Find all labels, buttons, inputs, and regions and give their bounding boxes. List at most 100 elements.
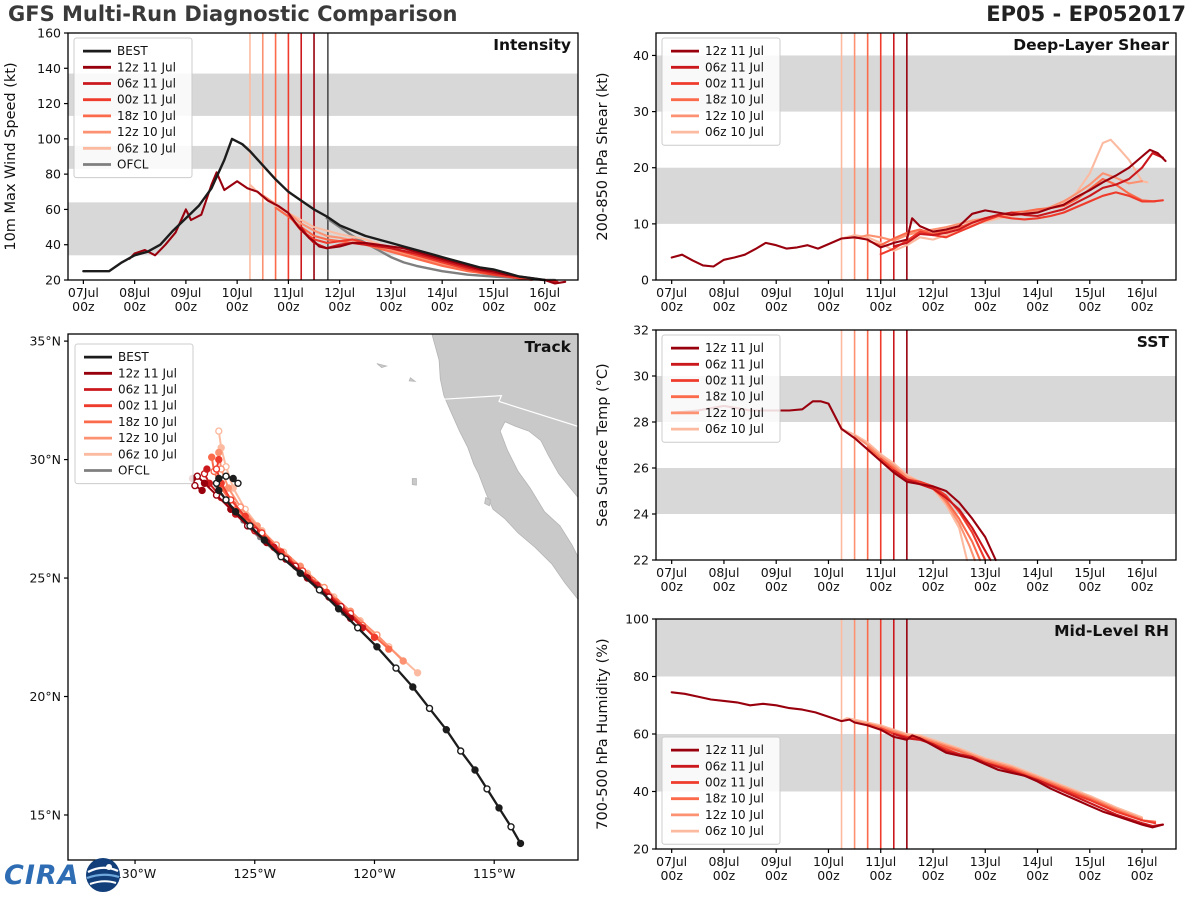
x-tick-label: 00z xyxy=(1079,299,1102,314)
x-tick-label: 07Jul xyxy=(656,854,687,869)
track-chart: 15°N 20°N 25°N 30°N 35°N 130°W 125°W 120°W 115°W… xyxy=(29,333,579,881)
y-tick-label: 40 xyxy=(45,237,61,252)
axes-frame xyxy=(67,32,579,281)
x-tick-label: 13Jul xyxy=(970,565,1001,580)
legend-label: 00z 11 Jul xyxy=(705,776,764,790)
x-tick-label: 00z xyxy=(226,299,249,314)
track-line-06z-10-jul xyxy=(217,430,419,674)
y-tick-label: 80 xyxy=(45,167,61,182)
page-title: GFS Multi-Run Diagnostic Comparison xyxy=(8,2,458,26)
track-panel: 15°N 20°N 25°N 30°N 35°N 130°W 125°W 120°W 115°W… xyxy=(0,326,588,900)
legend-label: 12z 11 Jul xyxy=(118,366,177,380)
track-marker xyxy=(246,522,254,530)
y-tick-label: 80 xyxy=(633,669,649,684)
x-tick-label: 10Jul xyxy=(222,285,253,300)
legend-label: 06z 10 Jul xyxy=(705,125,764,139)
y-tick-label: 26 xyxy=(633,461,649,476)
landmass xyxy=(408,377,417,382)
track-marker xyxy=(191,481,199,490)
track-marker xyxy=(224,484,233,492)
panel-title: Deep-Layer Shear xyxy=(1013,36,1169,54)
landmass xyxy=(431,334,578,601)
legend-label: BEST xyxy=(117,44,148,58)
legend: 12z 11 Jul 06z 11 Jul 00z 11 Jul 18z 10 Jul… xyxy=(661,334,781,443)
border-line xyxy=(443,394,578,427)
panel-title: Track xyxy=(525,338,572,356)
legend-label: 06z 10 Jul xyxy=(117,141,176,155)
legend-label: 00z 11 Jul xyxy=(705,77,764,91)
shear-chart: 01020304007Jul00z08Jul00z09Jul00z10Jul00… xyxy=(595,32,1177,314)
x-tick-label: 14Jul xyxy=(1022,565,1053,580)
legend-label: 12z 10 Jul xyxy=(118,431,177,445)
x-tick-label: 00z xyxy=(922,579,945,594)
x-tick-label: 11Jul xyxy=(865,285,896,300)
x-tick-label: 00z xyxy=(974,579,997,594)
x-tick-label: 09Jul xyxy=(170,285,201,300)
landmass xyxy=(484,496,492,507)
axes-frame xyxy=(67,333,579,861)
mid-level-rh-panel: 20 40 60 80 100 07Jul 00z 08Jul 00z 09Jul 00z 10Jul… xyxy=(592,606,1200,900)
series-line-06z-10-jul xyxy=(840,427,969,562)
x-tick-label: 00z xyxy=(1026,299,1049,314)
deep-layer-shear-panel: 0 10 20 30 40 07Jul 00z 08Jul 00z 09Jul 00z 10Jul 00… xyxy=(592,26,1200,326)
legend-label: OFCL xyxy=(117,158,149,172)
y-tick-label: 30 xyxy=(633,104,649,119)
intensity-panel: 20 40 60 80 100 120 140 160 07Jul 00z 08Jul 00z 09Ju… xyxy=(0,26,588,326)
y-axis-title: 700-500 hPa Humidity (%) xyxy=(595,638,611,829)
legend-label: 06z 11 Jul xyxy=(705,357,764,371)
lat-tick-label: 20°N xyxy=(29,689,61,704)
x-tick-label: 00z xyxy=(713,579,736,594)
x-tick-label: 12Jul xyxy=(324,285,355,300)
x-tick-label: 00z xyxy=(869,868,892,883)
y-tick-label: 60 xyxy=(633,727,649,742)
y-tick-label: 30 xyxy=(633,369,649,384)
category-band xyxy=(656,619,1176,677)
x-tick-label: 00z xyxy=(277,299,300,314)
track-marker xyxy=(442,726,450,734)
legend: BEST 12z 11 Jul 06z 11 Jul 00z 11 Jul 18z 10… xyxy=(74,343,194,485)
lon-tick-label: 120°W xyxy=(353,866,395,881)
track-marker xyxy=(315,586,324,594)
landmass xyxy=(376,363,388,369)
track-marker xyxy=(516,839,525,848)
track-marker xyxy=(200,479,209,488)
x-tick-label: 00z xyxy=(974,299,997,314)
series-line-12z-11-jul xyxy=(128,171,567,285)
track-marker xyxy=(234,479,242,488)
legend-label: 18z 10 Jul xyxy=(705,93,764,107)
legend-label: 06z 10 Jul xyxy=(118,447,177,461)
lat-tick-label: 25°N xyxy=(29,571,61,586)
track-marker xyxy=(215,427,223,435)
y-tick-label: 40 xyxy=(633,48,649,63)
x-tick-label: 00z xyxy=(1131,299,1154,314)
track-marker xyxy=(277,552,285,561)
x-tick-label: 00z xyxy=(1131,868,1154,883)
track-marker xyxy=(373,643,381,651)
track-marker xyxy=(385,645,393,653)
legend-label: 06z 10 Jul xyxy=(705,422,764,436)
x-tick-label: 00z xyxy=(175,299,198,314)
legend-label: 06z 11 Jul xyxy=(117,77,176,91)
x-tick-label: 00z xyxy=(922,868,945,883)
series-line-12z-10-jul xyxy=(853,720,1144,820)
legend-label: 06z 11 Jul xyxy=(705,759,764,773)
y-tick-label: 100 xyxy=(625,612,649,627)
x-tick-label: 00z xyxy=(713,299,736,314)
track-marker xyxy=(399,657,407,665)
y-tick-label: 100 xyxy=(37,131,61,146)
track-marker xyxy=(241,512,249,521)
lon-tick-label: 125°W xyxy=(234,866,276,881)
track-marker xyxy=(471,766,479,774)
x-tick-label: 11Jul xyxy=(865,565,896,580)
x-tick-label: 00z xyxy=(1131,579,1154,594)
series-line-12z-11-jul xyxy=(670,148,1167,268)
y-tick-label: 40 xyxy=(633,784,649,799)
series-line-06z-10-jul xyxy=(840,717,1144,819)
track-marker xyxy=(334,605,343,613)
legend-label: 12z 10 Jul xyxy=(117,125,176,139)
legend-label: 18z 10 Jul xyxy=(117,109,176,123)
y-tick-label: 20 xyxy=(633,160,649,175)
track-marker xyxy=(215,455,223,464)
legend-label: 12z 10 Jul xyxy=(705,109,764,123)
